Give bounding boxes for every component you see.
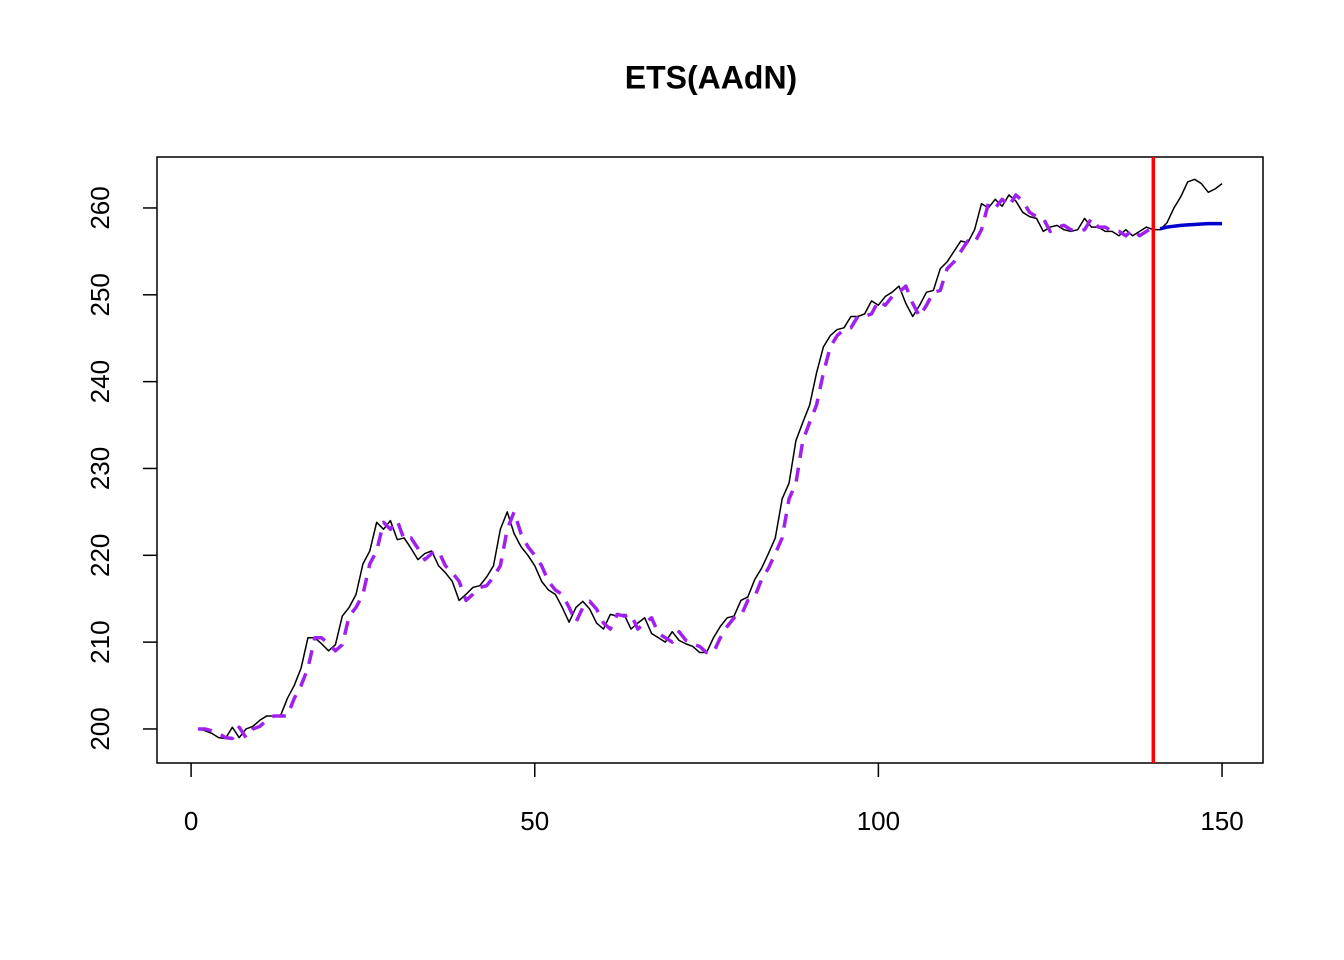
x-tick-label: 150: [1200, 806, 1243, 836]
x-tick-label: 50: [520, 806, 549, 836]
y-tick-label: 230: [85, 447, 115, 490]
y-tick-label: 250: [85, 273, 115, 316]
series-line: [197, 178, 1223, 740]
y-tick-label: 210: [85, 620, 115, 663]
x-tick-label: 100: [857, 806, 900, 836]
plot-frame: [156, 156, 1264, 764]
series-line: [197, 193, 1155, 741]
y-tick-label: 240: [85, 360, 115, 403]
y-tick-label: 260: [85, 186, 115, 229]
y-tick-label: 220: [85, 534, 115, 577]
series-line: [1159, 221, 1223, 231]
x-tick-label: 0: [184, 806, 198, 836]
chart-title: ETS(AAdN): [625, 59, 797, 95]
y-tick-label: 200: [85, 707, 115, 750]
